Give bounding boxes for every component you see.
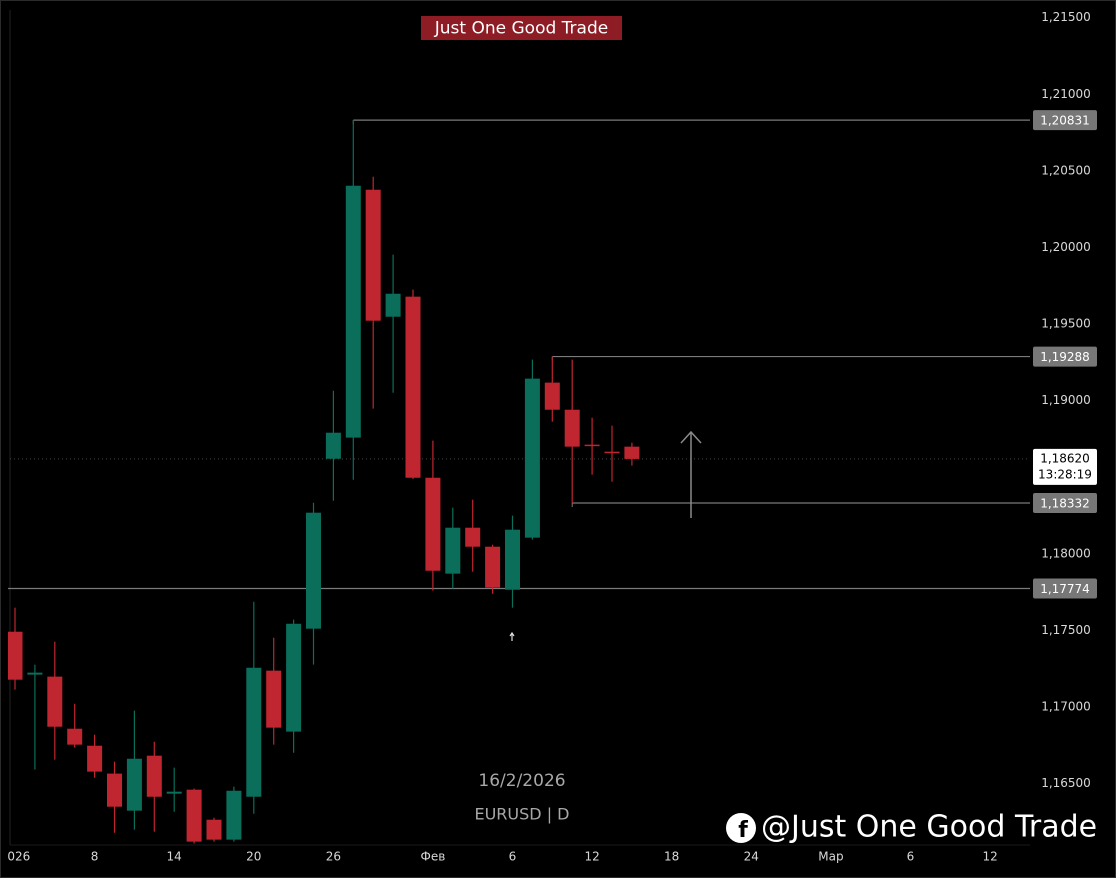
candle-body [286, 623, 302, 732]
x-tick-label: 6 [509, 850, 517, 864]
candle-body [206, 819, 222, 840]
candle-body [624, 446, 640, 459]
candle-body [365, 189, 381, 321]
plot-area [8, 119, 1030, 844]
y-tick-label: 1,17500 [1041, 623, 1091, 637]
level-label: 1,20831 [1040, 114, 1090, 128]
symbol-label: EURUSD | D [474, 805, 569, 824]
candle-body [465, 527, 481, 547]
x-tick-label: 2026 [0, 850, 30, 864]
candle-body [524, 378, 540, 538]
facebook-icon: f [726, 813, 756, 843]
y-tick-label: 1,20500 [1041, 163, 1091, 177]
x-tick-label: 8 [91, 850, 99, 864]
price-axis: 1,21500 1,21000 1,20500 1,20000 1,19500 1,190… [1033, 10, 1097, 790]
y-tick-label: 1,19500 [1041, 317, 1091, 331]
candle-body [325, 432, 341, 459]
level-label-box [1033, 346, 1097, 367]
candle-body [246, 667, 262, 797]
date-label: 16/2/2026 [478, 771, 565, 791]
candle-body [584, 444, 600, 447]
y-tick-label: 1,21000 [1041, 87, 1091, 101]
level-label: 1,19288 [1040, 350, 1090, 364]
y-tick-label: 1,20000 [1041, 240, 1091, 254]
chart-title: Just One Good Trade [434, 19, 608, 39]
candle-body [126, 758, 142, 811]
candle-body [27, 672, 43, 675]
candle-body [604, 451, 620, 454]
y-tick-label: 1,21500 [1041, 10, 1091, 24]
y-tick-label: 1,19000 [1041, 393, 1091, 407]
x-tick-label: 12 [584, 850, 599, 864]
candle-body [345, 185, 361, 438]
x-tick-label: 18 [664, 850, 679, 864]
x-tick-label: 24 [744, 850, 759, 864]
current-price-box [1033, 448, 1097, 485]
candle-body [485, 546, 501, 588]
countdown-label: 13:28:19 [1038, 467, 1092, 481]
x-tick-label: 6 [907, 850, 915, 864]
time-axis: 2026 8 14 20 26 Фев 6 12 18 24 Мар 6 12 [0, 850, 998, 864]
candle-body [445, 527, 461, 574]
x-tick-label: 26 [326, 850, 341, 864]
level-label: 1,18332 [1040, 497, 1090, 511]
candle-body [564, 409, 580, 447]
candle-body [226, 790, 242, 840]
candle-body [166, 791, 182, 794]
up-arrow [680, 430, 702, 518]
candle-body [306, 512, 321, 629]
level-label-box [1033, 110, 1097, 131]
x-tick-label: 20 [246, 850, 261, 864]
candle-body [186, 789, 202, 842]
level-label-box [1033, 493, 1097, 514]
level-label: 1,17774 [1040, 582, 1090, 596]
y-tick-label: 1,18000 [1041, 546, 1091, 560]
candle-body [8, 631, 23, 680]
title-box [421, 16, 622, 40]
small-arrow [509, 631, 515, 641]
y-tick-label: 1,17000 [1041, 700, 1091, 714]
candle-body [385, 293, 401, 317]
candle-body [146, 755, 162, 797]
x-tick-label: Фев [421, 850, 446, 864]
candle-body [505, 529, 520, 590]
candle-body [544, 382, 560, 410]
candle-body [107, 773, 122, 807]
x-tick-label: 12 [982, 850, 997, 864]
candle-body [87, 745, 103, 772]
candle-body [405, 296, 421, 478]
watermark: @Just One Good Trade [761, 810, 1097, 845]
candle-body [266, 670, 282, 728]
candle-body [67, 728, 83, 745]
y-tick-label: 1,16500 [1041, 776, 1091, 790]
x-tick-label: 14 [167, 850, 182, 864]
candle-body [47, 676, 63, 727]
current-price-label: 1,18620 [1040, 451, 1090, 465]
candle-body [425, 477, 441, 571]
level-label-box [1033, 578, 1097, 599]
svg-text:f: f [738, 818, 748, 843]
x-tick-label: Мар [818, 850, 843, 864]
